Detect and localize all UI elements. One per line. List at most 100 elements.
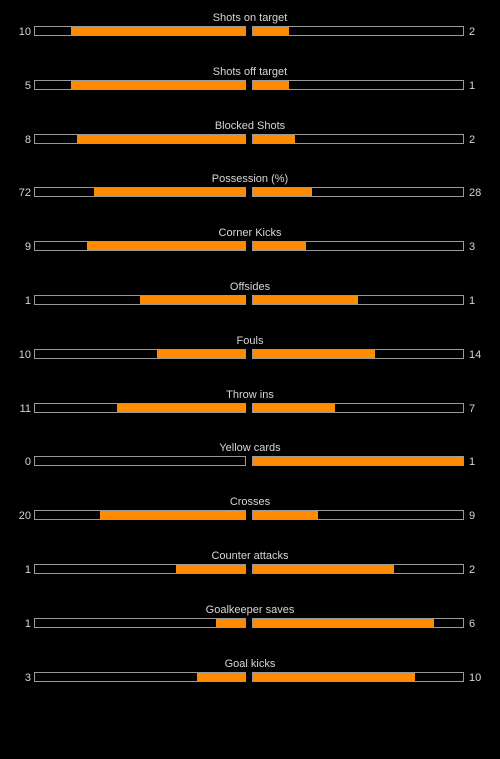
- away-value-label: 10: [469, 671, 482, 684]
- home-bar-track: [34, 402, 246, 413]
- home-bar-fill: [197, 672, 245, 681]
- stat-title: Shots on target: [212, 12, 288, 24]
- stat-row-yellow-cards: Yellow cards 0 1: [0, 442, 500, 472]
- away-bar-track: [252, 617, 464, 628]
- away-bar-fill: [253, 349, 375, 358]
- stat-title: Offsides: [229, 281, 271, 293]
- away-bar-track: [252, 564, 464, 574]
- home-value-label: 9: [24, 241, 31, 254]
- stat-title: Yellow cards: [219, 442, 281, 455]
- away-value-label: 7: [469, 402, 476, 415]
- stat-title: Crosses: [229, 496, 271, 509]
- away-bar-fill: [253, 80, 289, 89]
- home-bar-fill: [94, 188, 245, 197]
- away-bar-track: [252, 241, 464, 252]
- away-value-label: 28: [469, 187, 482, 200]
- home-bar-track: [34, 456, 246, 467]
- away-bar-track: [252, 26, 464, 36]
- away-value-label: 2: [469, 133, 476, 146]
- away-value-label: 2: [469, 564, 476, 576]
- home-bar-fill: [117, 403, 245, 412]
- away-value-label: 3: [469, 241, 476, 254]
- away-value-label: 9: [469, 510, 476, 523]
- away-value-label: 2: [469, 26, 476, 38]
- stat-title: Possession (%): [211, 173, 289, 186]
- home-bar-track: [34, 133, 246, 144]
- away-value-label: 1: [469, 456, 476, 469]
- home-value-label: 0: [24, 456, 31, 469]
- away-bar-track: [252, 402, 464, 413]
- home-bar-track: [34, 564, 246, 574]
- stat-row-goalkeeper-saves: Goalkeeper saves 1 6: [0, 604, 500, 634]
- stat-row-crosses: Crosses 20 9: [0, 496, 500, 526]
- home-bar-fill: [87, 242, 245, 251]
- away-bar-fill: [253, 618, 434, 627]
- stat-title: Corner Kicks: [218, 227, 282, 240]
- away-bar-fill: [253, 565, 394, 573]
- away-bar-fill: [253, 403, 335, 412]
- away-bar-fill: [253, 188, 312, 197]
- home-value-label: 1: [24, 617, 31, 630]
- stat-row-goal-kicks: Goal kicks 3 10: [0, 658, 500, 688]
- stat-title: Goalkeeper saves: [205, 603, 295, 616]
- away-bar-fill: [253, 296, 358, 304]
- home-value-label: 1: [24, 564, 31, 576]
- away-bar-track: [252, 348, 464, 359]
- away-value-label: 1: [469, 79, 476, 92]
- stat-row-shots-on-target: Shots on target 10 2: [0, 12, 500, 42]
- home-bar-fill: [100, 511, 245, 520]
- home-value-label: 72: [18, 187, 31, 200]
- home-bar-fill: [77, 134, 245, 143]
- away-bar-fill: [253, 511, 318, 520]
- away-bar-track: [252, 79, 464, 90]
- away-bar-fill: [253, 242, 306, 251]
- away-bar-track: [252, 133, 464, 144]
- stat-row-possession: Possession (%) 72 28: [0, 173, 500, 203]
- stat-title: Blocked Shots: [214, 119, 286, 132]
- home-bar-track: [34, 295, 246, 305]
- home-bar-fill: [140, 296, 245, 304]
- home-bar-track: [34, 79, 246, 90]
- home-bar-track: [34, 348, 246, 359]
- away-bar-fill: [253, 134, 295, 143]
- away-bar-fill: [253, 457, 463, 466]
- home-value-label: 8: [24, 133, 31, 146]
- stat-row-throw-ins: Throw ins 11 7: [0, 389, 500, 419]
- away-bar-fill: [253, 27, 289, 35]
- stat-title: Goal kicks: [224, 657, 276, 670]
- home-value-label: 5: [24, 79, 31, 92]
- home-value-label: 11: [19, 402, 31, 415]
- stat-row-corner-kicks: Corner Kicks 9 3: [0, 227, 500, 257]
- home-value-label: 20: [18, 510, 31, 523]
- away-bar-track: [252, 456, 464, 467]
- stat-row-offsides: Offsides 1 1: [0, 281, 500, 311]
- away-bar-fill: [253, 672, 415, 681]
- stat-title: Shots off target: [212, 65, 288, 78]
- home-bar-fill: [216, 618, 245, 627]
- home-bar-track: [34, 510, 246, 521]
- away-bar-track: [252, 295, 464, 305]
- home-value-label: 3: [24, 671, 31, 684]
- away-bar-track: [252, 510, 464, 521]
- home-value-label: 10: [18, 26, 31, 38]
- home-bar-fill: [71, 80, 245, 89]
- away-value-label: 14: [469, 348, 482, 361]
- home-bar-fill: [176, 565, 245, 573]
- home-bar-track: [34, 241, 246, 252]
- home-bar-track: [34, 617, 246, 628]
- home-value-label: 1: [24, 295, 31, 307]
- stat-row-shots-off-target: Shots off target 5 1: [0, 66, 500, 96]
- home-bar-track: [34, 26, 246, 36]
- stat-title: Fouls: [236, 334, 264, 347]
- away-value-label: 6: [469, 617, 476, 630]
- home-value-label: 10: [18, 348, 31, 361]
- stat-title: Throw ins: [226, 388, 274, 401]
- away-bar-track: [252, 671, 464, 682]
- home-bar-track: [34, 187, 246, 198]
- stat-row-blocked-shots: Blocked Shots 8 2: [0, 120, 500, 150]
- away-value-label: 1: [469, 295, 476, 307]
- stat-row-fouls: Fouls 10 14: [0, 335, 500, 365]
- stat-title: Counter attacks: [211, 550, 289, 562]
- home-bar-fill: [71, 27, 245, 35]
